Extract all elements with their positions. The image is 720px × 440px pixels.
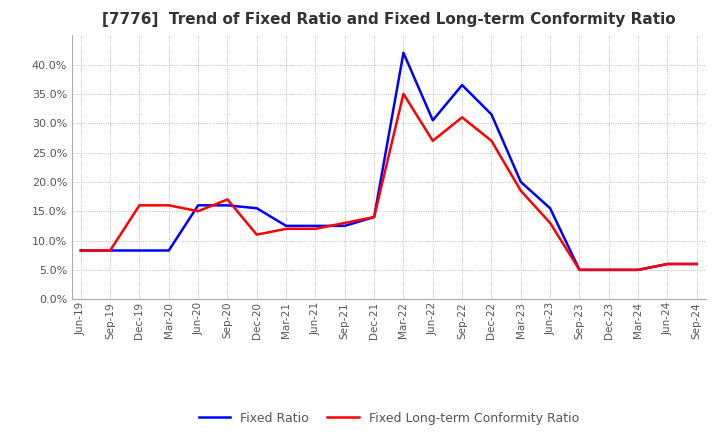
Fixed Ratio	[76, 248, 85, 253]
Fixed Ratio	[516, 179, 525, 184]
Fixed Ratio	[634, 267, 642, 272]
Fixed Ratio	[311, 223, 320, 228]
Fixed Long-term Conformity Ratio	[546, 220, 554, 226]
Fixed Long-term Conformity Ratio	[516, 188, 525, 193]
Fixed Ratio	[135, 248, 144, 253]
Fixed Ratio	[282, 223, 290, 228]
Line: Fixed Long-term Conformity Ratio: Fixed Long-term Conformity Ratio	[81, 94, 697, 270]
Fixed Ratio	[546, 205, 554, 211]
Fixed Long-term Conformity Ratio	[575, 267, 584, 272]
Fixed Long-term Conformity Ratio	[370, 214, 379, 220]
Legend: Fixed Ratio, Fixed Long-term Conformity Ratio: Fixed Ratio, Fixed Long-term Conformity …	[194, 407, 584, 430]
Fixed Long-term Conformity Ratio	[399, 91, 408, 96]
Fixed Long-term Conformity Ratio	[282, 226, 290, 231]
Fixed Long-term Conformity Ratio	[194, 209, 202, 214]
Fixed Long-term Conformity Ratio	[76, 248, 85, 253]
Fixed Ratio	[194, 203, 202, 208]
Fixed Long-term Conformity Ratio	[663, 261, 672, 267]
Fixed Long-term Conformity Ratio	[223, 197, 232, 202]
Fixed Long-term Conformity Ratio	[428, 138, 437, 143]
Fixed Ratio	[164, 248, 173, 253]
Fixed Long-term Conformity Ratio	[605, 267, 613, 272]
Fixed Ratio	[663, 261, 672, 267]
Fixed Ratio	[341, 223, 349, 228]
Fixed Long-term Conformity Ratio	[634, 267, 642, 272]
Fixed Ratio	[575, 267, 584, 272]
Title: [7776]  Trend of Fixed Ratio and Fixed Long-term Conformity Ratio: [7776] Trend of Fixed Ratio and Fixed Lo…	[102, 12, 675, 27]
Line: Fixed Ratio: Fixed Ratio	[81, 53, 697, 270]
Fixed Long-term Conformity Ratio	[253, 232, 261, 237]
Fixed Ratio	[605, 267, 613, 272]
Fixed Long-term Conformity Ratio	[693, 261, 701, 267]
Fixed Ratio	[106, 248, 114, 253]
Fixed Ratio	[223, 203, 232, 208]
Fixed Long-term Conformity Ratio	[106, 248, 114, 253]
Fixed Long-term Conformity Ratio	[458, 115, 467, 120]
Fixed Long-term Conformity Ratio	[135, 203, 144, 208]
Fixed Ratio	[370, 214, 379, 220]
Fixed Long-term Conformity Ratio	[341, 220, 349, 226]
Fixed Ratio	[693, 261, 701, 267]
Fixed Ratio	[487, 112, 496, 117]
Fixed Ratio	[458, 82, 467, 88]
Fixed Ratio	[399, 50, 408, 55]
Fixed Ratio	[428, 117, 437, 123]
Fixed Ratio	[253, 205, 261, 211]
Fixed Long-term Conformity Ratio	[164, 203, 173, 208]
Fixed Long-term Conformity Ratio	[311, 226, 320, 231]
Fixed Long-term Conformity Ratio	[487, 138, 496, 143]
